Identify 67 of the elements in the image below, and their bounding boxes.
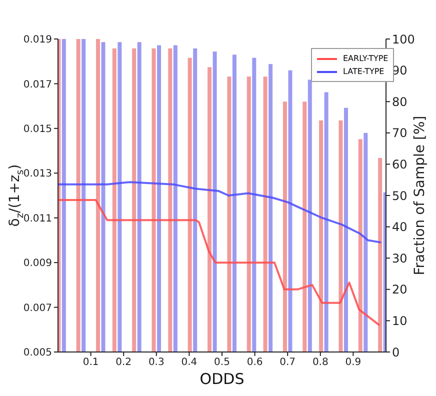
y2-tick-label: 10 (392, 314, 408, 328)
bar (96, 39, 100, 352)
line-series (58, 181, 382, 244)
x-tick-label: 0.8 (312, 357, 328, 368)
x-tick-label: 0.6 (246, 357, 263, 368)
bar (101, 42, 106, 352)
bar (302, 102, 307, 352)
y-tick-label: 0.011 (23, 213, 52, 224)
y2-tick-label: 40 (392, 220, 408, 234)
bar (232, 54, 236, 352)
x-tick-label: 0.1 (82, 357, 99, 368)
y2-tick-label: 0 (392, 345, 400, 360)
bar (263, 76, 268, 352)
y-tick-label: 0.007 (23, 302, 52, 314)
bar (212, 52, 217, 352)
y-tick-label: 0.017 (23, 79, 52, 90)
bar (137, 42, 142, 352)
bar (324, 92, 328, 352)
x-tick-label: 0.2 (116, 357, 132, 368)
x-tick-label: 0.3 (148, 357, 164, 368)
x-tick-label: 0.7 (280, 357, 296, 368)
y2-tick-label: 100 (392, 32, 415, 46)
bar (132, 48, 136, 352)
bar (112, 48, 116, 352)
x-tick-label: 0.9 (345, 357, 362, 368)
y-tick-label: 0.019 (23, 34, 52, 46)
x-tick-label: 0.4 (181, 357, 198, 368)
y-tick-label: 0.013 (23, 168, 52, 180)
y-tick-label: 0.005 (23, 348, 52, 359)
y2-axis-title: Fraction of Sample [%] (412, 116, 428, 276)
bar (319, 120, 324, 352)
y2-tick-label: 20 (392, 282, 408, 297)
y2-tick-label: 30 (392, 251, 408, 266)
y-tick-label: 0.015 (23, 124, 52, 135)
bar (288, 70, 292, 352)
bar (358, 139, 362, 352)
bar (252, 58, 256, 352)
bar (62, 39, 66, 352)
y2-tick-label: 60 (392, 157, 408, 172)
bar (118, 42, 122, 352)
bar (157, 45, 162, 352)
bar (338, 120, 343, 352)
bar (246, 76, 251, 352)
bar (193, 48, 198, 352)
bar (188, 58, 192, 352)
bar (82, 39, 86, 352)
bar (378, 158, 382, 352)
legend-label: LATE-TYPE (343, 66, 384, 78)
bar (308, 80, 312, 352)
x-axis-title: ODDS (200, 370, 244, 388)
bar (168, 48, 172, 352)
bar (76, 39, 80, 352)
legend-label: EARLY-TYPE (343, 53, 388, 65)
y2-tick-label: 70 (392, 126, 408, 140)
bar (364, 132, 368, 352)
bar (344, 108, 348, 352)
bar (282, 102, 287, 352)
y2-tick-label: 80 (392, 94, 408, 109)
bar (268, 64, 273, 352)
y2-tick-label: 50 (392, 188, 408, 203)
bar (227, 76, 232, 352)
x-tick-label: 0.5 (214, 357, 230, 368)
bar (152, 48, 156, 352)
bar (173, 45, 178, 352)
bar (208, 67, 212, 352)
line-series (58, 198, 380, 326)
y-tick-label: 0.009 (23, 258, 52, 270)
